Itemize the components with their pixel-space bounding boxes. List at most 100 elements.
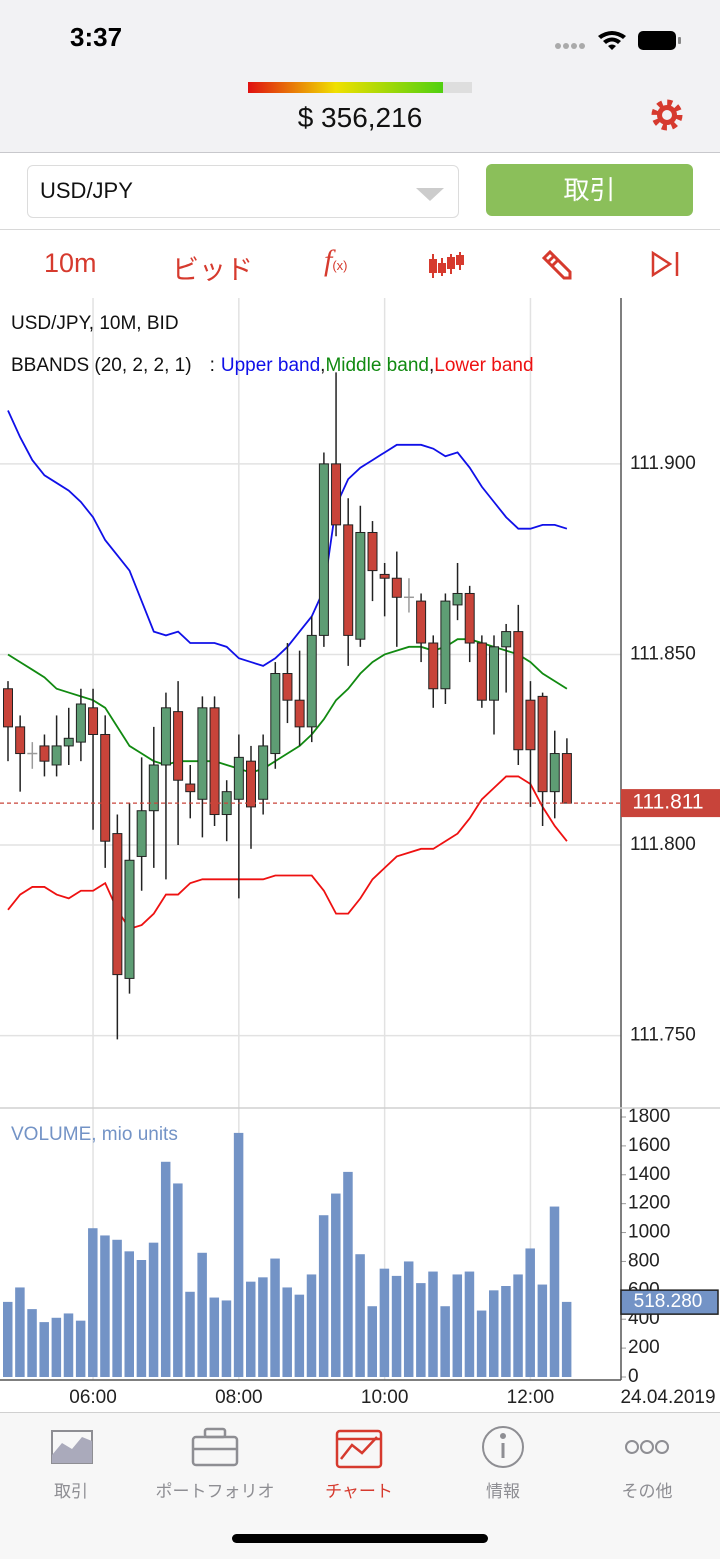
candle-body xyxy=(318,463,329,636)
candle-body xyxy=(124,859,135,979)
y-tick-label: 111.850 xyxy=(630,643,696,664)
volume-tick-label: 1200 xyxy=(628,1193,670,1214)
volume-bar xyxy=(452,1274,463,1377)
chart-type-button[interactable] xyxy=(428,250,464,280)
settings-button[interactable] xyxy=(650,98,684,132)
candle-body xyxy=(160,707,171,766)
header: 3:37 $ 356,216 xyxy=(0,0,720,153)
volume-bar xyxy=(88,1228,98,1377)
volume-bar xyxy=(100,1235,110,1377)
interval-button[interactable]: 10m xyxy=(44,248,97,278)
legend-entry: Middle band xyxy=(325,355,429,376)
indicator-x: (x) xyxy=(332,258,348,273)
tab-label[interactable]: 取引 xyxy=(54,1482,88,1501)
volume-bar xyxy=(258,1277,268,1377)
candle-body xyxy=(100,733,111,842)
candle-body xyxy=(549,753,560,793)
price-type-button[interactable]: ビッド xyxy=(172,255,253,285)
legend-entry: Upper band xyxy=(220,355,321,376)
last-price-label: 111.811 xyxy=(632,791,703,814)
candle-body xyxy=(88,707,99,735)
candle-body xyxy=(294,699,305,728)
instrument-symbol: USD/JPY xyxy=(40,178,133,203)
volume-bar xyxy=(379,1268,390,1377)
volume-bar xyxy=(63,1313,74,1377)
volume-bar xyxy=(391,1275,402,1377)
tab-label[interactable]: 情報 xyxy=(486,1482,520,1501)
tab-icon-more xyxy=(625,1440,669,1454)
volume-bar xyxy=(416,1283,426,1377)
x-tick-label: 08:00 xyxy=(215,1387,263,1408)
volume-bar xyxy=(489,1290,499,1377)
instrument-selector[interactable]: USD/JPY xyxy=(27,165,459,218)
candle-body xyxy=(270,673,281,755)
margin-bar xyxy=(248,82,472,93)
volume-bar xyxy=(525,1248,535,1377)
x-tick-label: 10:00 xyxy=(361,1387,409,1408)
volume-bar xyxy=(124,1251,134,1377)
volume-bar xyxy=(501,1286,511,1377)
volume-bar xyxy=(148,1242,159,1377)
volume-tick-label: 1800 xyxy=(628,1106,670,1127)
candle-body xyxy=(258,745,269,800)
tab-label[interactable]: チャート xyxy=(325,1482,393,1501)
volume-bar xyxy=(112,1239,122,1377)
candle-body xyxy=(355,531,366,640)
legend-entry: Lower band xyxy=(434,355,534,376)
volume-tick-label: 1000 xyxy=(628,1222,670,1243)
legend-prefix: : xyxy=(209,355,215,376)
legend-separator: , xyxy=(320,355,326,376)
legend-separator: , xyxy=(428,355,435,376)
tab-icon-trade xyxy=(51,1430,93,1464)
y-tick-label: 111.800 xyxy=(630,834,696,855)
candle-body xyxy=(452,592,463,606)
volume-bar xyxy=(355,1254,365,1377)
candle-body xyxy=(173,711,184,781)
candle-body xyxy=(440,600,451,690)
volume-bar xyxy=(561,1301,572,1377)
candle-body xyxy=(282,673,293,701)
candle-body xyxy=(489,646,499,701)
chart-title: USD/JPY, 10M, BID xyxy=(11,313,179,334)
trade-button[interactable]: 取引 xyxy=(486,164,693,216)
y-tick-label: 111.900 xyxy=(630,453,696,474)
volume-bar xyxy=(15,1287,25,1377)
legend-indicator: BBANDS (20, 2, 2, 1) xyxy=(11,355,192,376)
jump-end-button[interactable] xyxy=(650,250,682,278)
volume-bar xyxy=(294,1294,305,1377)
volume-bar xyxy=(246,1281,256,1377)
draw-button[interactable] xyxy=(538,246,574,282)
date-label: 24.04.2019 xyxy=(620,1387,715,1408)
candle-body xyxy=(537,695,548,793)
tab-label[interactable]: その他 xyxy=(621,1482,673,1501)
candle-body xyxy=(112,833,123,976)
volume-bar xyxy=(197,1252,207,1377)
candle-body xyxy=(525,699,536,751)
volume-bar xyxy=(549,1206,560,1377)
tab-label[interactable]: ポートフォリオ xyxy=(155,1482,275,1501)
status-icons xyxy=(555,31,681,50)
volume-bar xyxy=(27,1309,37,1377)
candle-body xyxy=(501,631,512,648)
volume-bar xyxy=(464,1271,475,1377)
tab-icons xyxy=(51,1426,669,1469)
candle-body xyxy=(476,642,487,701)
candle-body xyxy=(416,600,427,644)
candle-body xyxy=(136,810,147,857)
indicator-button[interactable]: f(x) xyxy=(324,244,348,278)
candle-body xyxy=(379,573,390,579)
volume-bar xyxy=(270,1258,280,1377)
volume-bar xyxy=(185,1291,195,1377)
candle-body xyxy=(561,753,572,804)
x-tick-label: 06:00 xyxy=(69,1387,117,1408)
tab-icon-chart xyxy=(335,1429,383,1469)
candle-body xyxy=(428,642,439,690)
last-price-box xyxy=(621,789,720,818)
volume-bar xyxy=(403,1261,414,1377)
volume-bar xyxy=(39,1322,49,1377)
volume-title: VOLUME, mio units xyxy=(11,1124,178,1145)
candle-body xyxy=(39,745,50,762)
dropdown-arrow xyxy=(416,188,444,201)
volume-bar xyxy=(440,1306,450,1377)
volume-tick-label: 200 xyxy=(628,1337,660,1358)
